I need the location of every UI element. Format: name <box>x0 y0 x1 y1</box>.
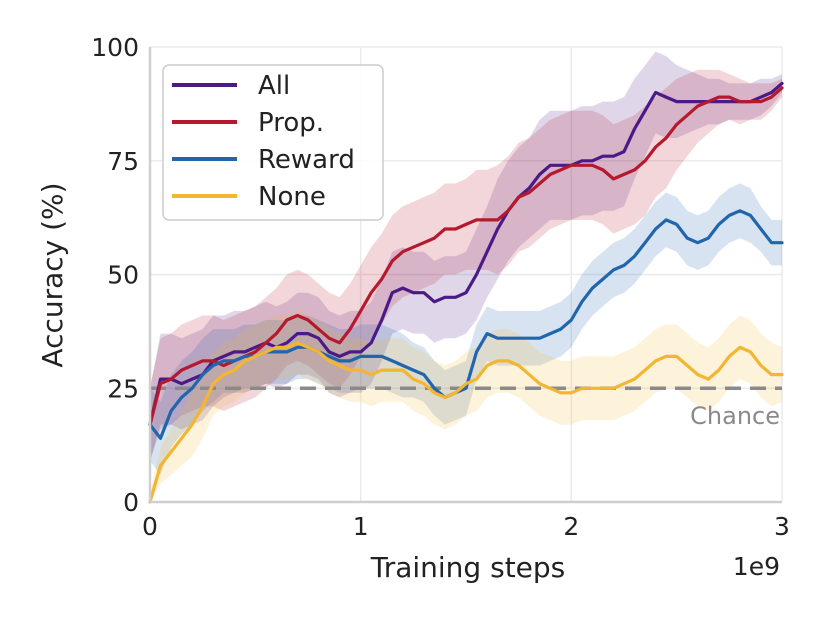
y-tick-label: 50 <box>107 261 139 290</box>
legend-label-prop: Prop. <box>258 108 324 138</box>
y-tick-label: 75 <box>107 147 139 176</box>
x-tick-label: 2 <box>563 512 579 541</box>
y-axis-title: Accuracy (%) <box>36 182 69 367</box>
band-all <box>150 51 782 462</box>
x-tick-label: 1 <box>353 512 369 541</box>
y-tick-label: 0 <box>123 488 139 517</box>
x-scale-label: 1e9 <box>733 552 780 581</box>
x-axis-title: Training steps <box>370 551 566 584</box>
legend: All Prop. Reward None <box>162 64 384 221</box>
band-none <box>150 310 782 502</box>
legend-label-reward: Reward <box>258 145 355 175</box>
y-tick-label: 100 <box>91 33 139 62</box>
tick-labels: 0 1 2 3 0 25 50 75 100 <box>91 33 790 541</box>
axes <box>148 47 782 504</box>
line-all <box>148 81 784 427</box>
line-prop <box>148 86 784 427</box>
y-tick-label: 25 <box>107 374 139 403</box>
line-none <box>148 341 784 504</box>
band-reward <box>150 183 782 475</box>
chance-label: Chance <box>690 402 780 430</box>
legend-box <box>162 64 384 221</box>
x-tick-label: 3 <box>774 512 790 541</box>
legend-label-all: All <box>258 71 290 101</box>
legend-label-none: None <box>258 182 326 212</box>
uncertainty-bands <box>150 51 782 502</box>
band-prop <box>150 69 782 462</box>
series-lines <box>148 81 784 504</box>
x-tick-label: 0 <box>142 512 158 541</box>
